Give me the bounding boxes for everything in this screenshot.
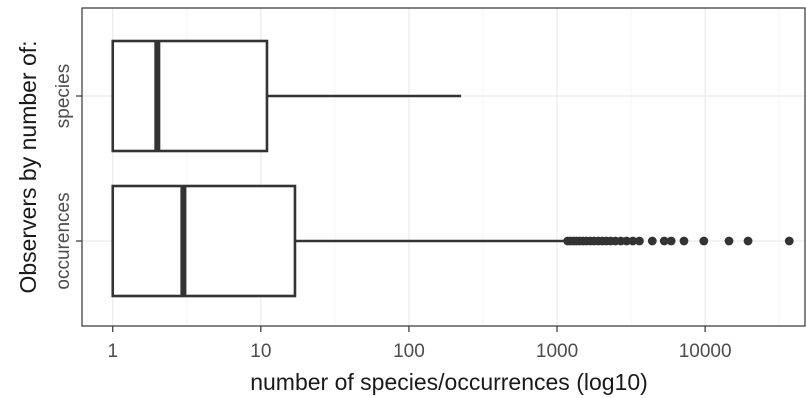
x-axis-ticks: 1 10 100 1000 10000 <box>107 326 732 362</box>
x-tick-label: 10000 <box>679 341 732 362</box>
x-axis-title: number of species/occurrences (log10) <box>250 369 648 395</box>
box-species <box>111 39 462 153</box>
x-tick-label: 10 <box>250 341 271 362</box>
outlier-point <box>784 236 794 246</box>
outlier-point <box>628 236 638 246</box>
outlier-point <box>743 236 753 246</box>
outlier-point <box>647 236 657 246</box>
box-rect <box>111 184 297 298</box>
y-axis-ticks: species occurences <box>53 64 82 290</box>
outlier-point <box>666 236 676 246</box>
outlier-point <box>659 236 669 246</box>
box-occurences <box>111 184 794 298</box>
x-tick-label: 100 <box>393 341 425 362</box>
boxes <box>111 39 794 298</box>
y-axis-title: Observers by number of: <box>15 40 41 293</box>
x-tick-label: 1 <box>107 341 118 362</box>
box-rect <box>111 39 269 153</box>
y-tick-label: species <box>53 64 74 128</box>
outlier-point <box>679 236 689 246</box>
outlier-point <box>724 236 734 246</box>
panel-border <box>81 7 806 327</box>
y-tick-label: occurences <box>53 192 74 289</box>
outlier-point <box>699 236 709 246</box>
outlier-point <box>622 236 631 246</box>
x-tick-label: 1000 <box>536 341 578 362</box>
outlier-point <box>635 236 644 246</box>
